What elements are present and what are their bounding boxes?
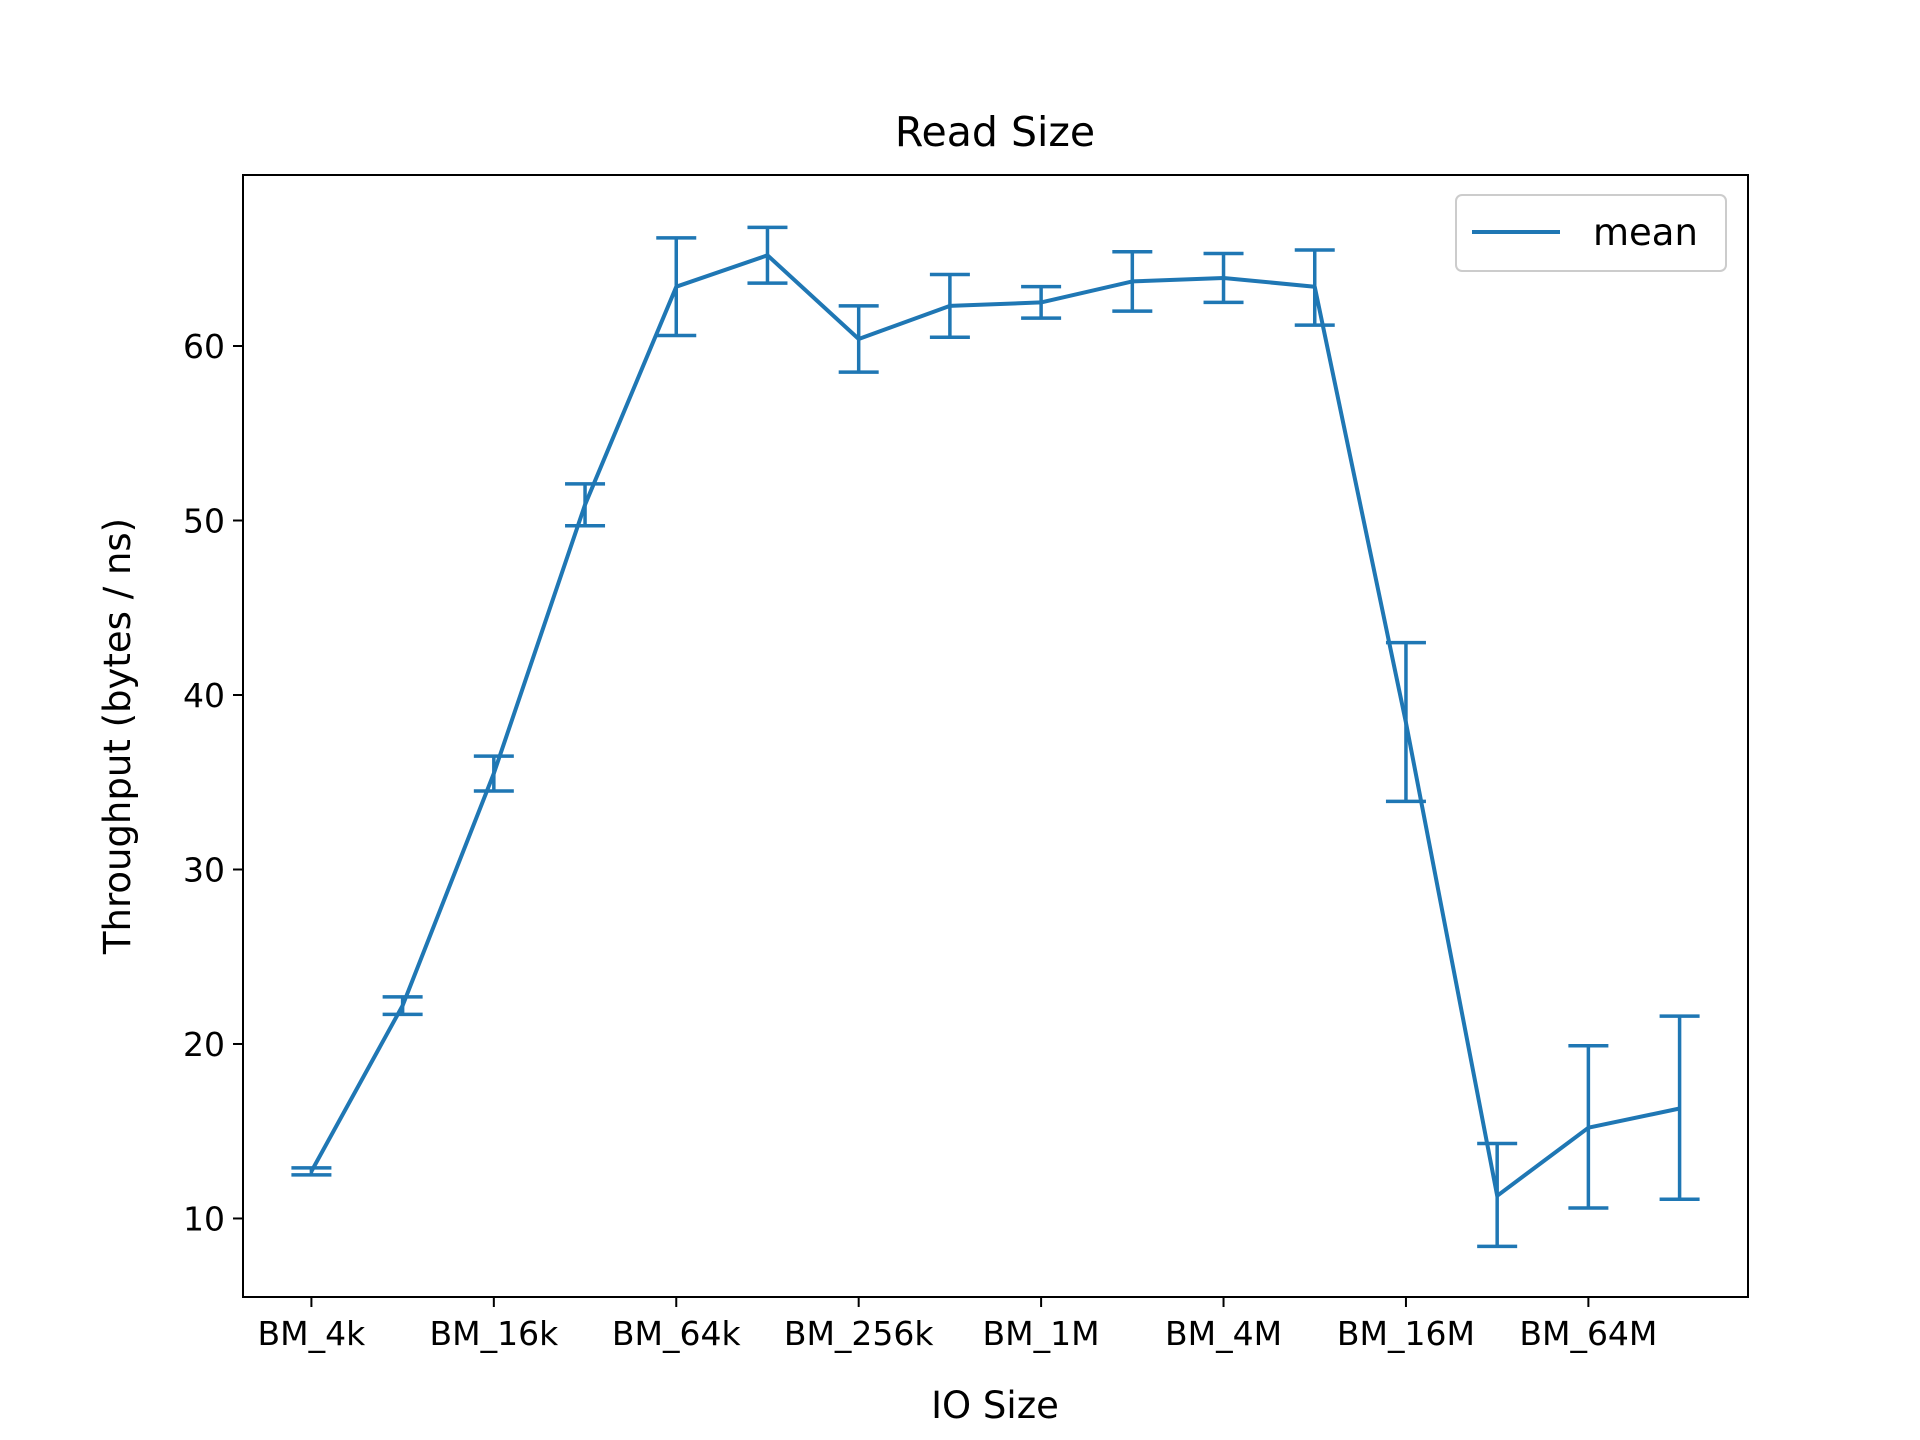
x-tick-label-0: BM_4k bbox=[258, 1314, 367, 1353]
series-line-mean bbox=[309, 253, 1681, 1198]
x-axis: BM_4k BM_16k BM_64k BM_256k BM_1M BM_4M BM_16M… bbox=[258, 1297, 1657, 1353]
y-tick-label-2: 30 bbox=[183, 850, 225, 889]
chart-title: Read Size bbox=[895, 108, 1095, 156]
y-tick-label-1: 20 bbox=[183, 1025, 225, 1064]
y-tick-label-4: 50 bbox=[183, 501, 225, 540]
x-tick-label-6: BM_16M bbox=[1337, 1314, 1475, 1353]
y-axis-label: Throughput (bytes / ns) bbox=[96, 518, 139, 955]
x-tick-label-2: BM_64k bbox=[612, 1314, 742, 1353]
x-axis-label: IO Size bbox=[931, 1384, 1059, 1427]
y-tick-label-5: 60 bbox=[183, 327, 225, 366]
x-tick-label-4: BM_1M bbox=[983, 1314, 1100, 1353]
y-tick-label-0: 10 bbox=[183, 1199, 225, 1238]
legend: mean bbox=[1455, 194, 1727, 272]
x-tick-label-1: BM_16k bbox=[429, 1314, 559, 1353]
y-tick-label-3: 40 bbox=[183, 676, 225, 715]
legend-label-mean: mean bbox=[1593, 211, 1698, 254]
legend-box bbox=[1455, 194, 1727, 272]
x-tick-label-5: BM_4M bbox=[1165, 1314, 1282, 1353]
y-axis: 10 20 30 40 50 60 bbox=[183, 327, 243, 1238]
plot-frame bbox=[242, 174, 1749, 1298]
x-tick-label-3: BM_256k bbox=[784, 1314, 935, 1353]
plot-layer bbox=[291, 225, 1700, 1249]
x-tick-label-7: BM_64M bbox=[1519, 1314, 1657, 1353]
